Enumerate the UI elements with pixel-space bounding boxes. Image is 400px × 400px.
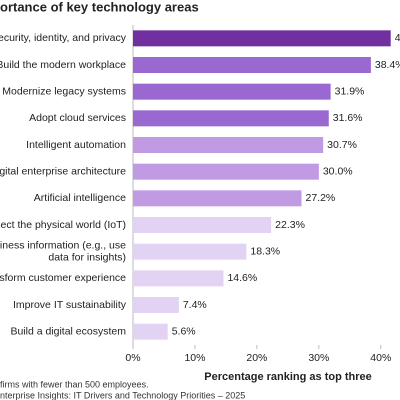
footnote: nterprise Insights: IT Drivers and Techn…: [0, 390, 245, 400]
bar: [133, 190, 302, 207]
x-tick-label: 10%: [184, 352, 205, 364]
y-tick-label: data for insights): [48, 251, 126, 263]
value-label: 31.6%: [333, 112, 363, 124]
bar: [133, 30, 391, 47]
x-tick-label: 20%: [246, 352, 267, 364]
bar: [133, 83, 331, 100]
bar: [133, 110, 329, 127]
bar: [133, 243, 247, 260]
value-label: 27.2%: [306, 192, 336, 204]
y-tick-label: Build a digital ecosystem: [10, 325, 126, 337]
y-tick-label: digital enterprise architecture: [0, 165, 126, 177]
value-label: 22.3%: [275, 219, 305, 231]
y-tick-label: business information (e.g., use: [0, 239, 126, 251]
value-label: 7.4%: [183, 299, 207, 311]
y-tick-label: Build the modern workplace: [0, 59, 126, 71]
x-axis-label: Percentage ranking as top three: [204, 371, 372, 383]
value-label: 4: [395, 32, 400, 44]
bar: [133, 323, 168, 340]
bar: [133, 270, 224, 287]
value-label: 30.7%: [327, 139, 357, 151]
x-tick-label: 30%: [308, 352, 329, 364]
bar: [133, 297, 179, 313]
x-tick-label: 0%: [125, 352, 140, 364]
value-label: 18.3%: [250, 245, 280, 257]
y-tick-label: Artificial intelligence: [34, 192, 126, 204]
footnote: firms with fewer than 500 employees.: [0, 379, 149, 389]
value-label: 31.9%: [335, 85, 365, 97]
value-label: 38.4%: [375, 59, 400, 71]
bar: [133, 163, 319, 180]
y-tick-label: Adopt cloud services: [29, 112, 126, 124]
y-tick-label: Improve IT sustainability: [13, 299, 127, 311]
bar: [133, 57, 371, 73]
y-tick-label: Modernize legacy systems: [2, 85, 126, 97]
x-tick-label: 40%: [370, 352, 391, 364]
y-tick-label: e security, identity, and privacy: [0, 32, 127, 44]
y-tick-label: onnect the physical world (IoT): [0, 219, 126, 231]
bar: [133, 137, 324, 153]
value-label: 30.0%: [323, 165, 353, 177]
y-tick-label: ransform customer experience: [0, 272, 126, 284]
value-label: 5.6%: [172, 325, 196, 337]
chart-title: ortance of key technology areas: [0, 0, 199, 14]
bar: [133, 217, 272, 233]
value-label: 14.6%: [227, 272, 257, 284]
y-tick-label: Intelligent automation: [26, 139, 126, 151]
